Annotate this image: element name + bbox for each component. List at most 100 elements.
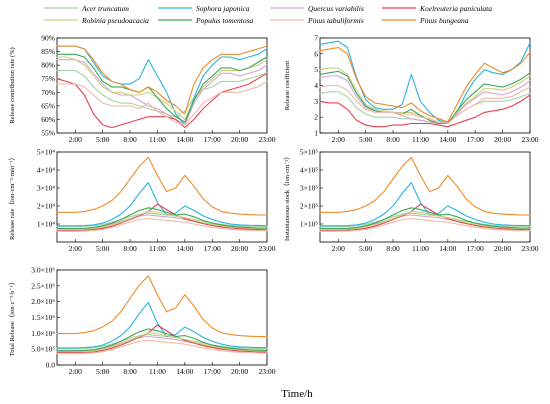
x-tick-label: 14:00: [176, 244, 193, 253]
y-tick-label: 1: [314, 129, 318, 138]
y-tick-label: 4×10⁴: [37, 166, 55, 175]
y-tick-label: 2: [314, 113, 318, 122]
y-tick-label: 60%: [41, 115, 55, 124]
x-tick-label: 8:00: [386, 135, 400, 144]
series-line-robinia-pseudoacacia: [56, 332, 268, 353]
series-line-pinus-tabuliformis: [56, 218, 268, 232]
legend-label: Populus tomentosa: [195, 16, 254, 25]
x-tick-label: 5:00: [359, 244, 373, 253]
legend-label: Quercus variabilis: [308, 4, 364, 13]
x-tick-label: 11:00: [149, 135, 166, 144]
x-tick-label: 17:00: [204, 244, 221, 253]
y-tick-label: 70%: [41, 88, 55, 97]
x-tick-label: 23:00: [258, 367, 275, 376]
y-tick-label: 1.5×10⁶: [31, 313, 55, 322]
legend-item-pinus-tabuliformis: Pinus tabuliformis: [270, 16, 364, 25]
x-tick-label: 11:00: [149, 244, 166, 253]
plot-frame: [319, 151, 531, 243]
series-line-quercus-variabilis: [56, 59, 268, 126]
legend-item-populus-tomentosa: Populus tomentosa: [158, 16, 254, 25]
y-axis-label: Release rate（ion·cm⁻²·min⁻¹）: [8, 154, 16, 240]
y-tick-label: 3×10⁴: [37, 184, 55, 193]
y-tick-label: 1.0×10⁶: [31, 329, 55, 338]
series-line-robinia-pseudoacacia: [56, 210, 268, 230]
plot-frame: [56, 151, 268, 243]
chart-release-rate: 1×10⁴ 2×10⁴ 3×10⁴ 4×10⁴ 5×10⁴ 2:00 5:00 8:00 11:…: [8, 148, 276, 254]
y-tick-label: 1×10⁵: [300, 220, 318, 229]
legend-item-sophora-japonica: Sophora japonica: [158, 4, 250, 13]
series-line-populus-tomentosa: [56, 207, 268, 230]
legend-label: Koelreuteria paniculata: [419, 4, 492, 13]
y-tick-label: 5×10⁵: [300, 148, 318, 157]
x-tick-label: 5:00: [96, 367, 110, 376]
series-line-pinus-tabuliformis: [56, 339, 268, 355]
legend-label: Robinia pseudoacacia: [81, 16, 149, 25]
plot-frame: [56, 37, 268, 134]
x-tick-label: 11:00: [412, 135, 429, 144]
series-line-populus-tomentosa: [319, 70, 531, 125]
legend-item-pinus-bungeana: Pinus bungeana: [382, 16, 469, 25]
y-tick-label: 3×10⁵: [300, 184, 318, 193]
x-tick-label: 20:00: [231, 135, 248, 144]
legend-label: Pinus tabuliformis: [307, 16, 364, 25]
x-tick-label: 8:00: [123, 367, 137, 376]
legend-item-koelreuteria-paniculata: Koelreuteria paniculata: [382, 4, 492, 13]
x-tick-label: 20:00: [231, 244, 248, 253]
series-line-acer-truncatum: [56, 70, 268, 118]
y-tick-label: 55%: [41, 129, 55, 138]
series-line-koelreuteria-paniculata: [319, 94, 531, 128]
y-tick-label: 4×10⁵: [300, 166, 318, 175]
series-line-sophora-japonica: [56, 301, 268, 349]
series-line-pinus-bungeana: [319, 156, 531, 216]
y-tick-label: 3: [314, 97, 318, 106]
y-tick-label: 4: [314, 81, 318, 90]
series-line-sophora-japonica: [56, 45, 268, 126]
x-tick-label: 2:00: [69, 244, 83, 253]
series-line-koelreuteria-paniculata: [56, 203, 268, 231]
y-axis-label: Release coefficient: [284, 61, 291, 111]
y-axis-label: Total Release（ion·c⁻²·h⁻¹）: [8, 279, 16, 357]
x-tick-label: 8:00: [123, 135, 137, 144]
x-tick-label: 20:00: [231, 367, 248, 376]
legend-item-quercus-variabilis: Quercus variabilis: [270, 4, 364, 13]
x-tick-label: 8:00: [386, 244, 400, 253]
series-line-acer-truncatum: [56, 212, 268, 228]
y-tick-label: 85%: [41, 47, 55, 56]
series-line-populus-tomentosa: [319, 207, 531, 230]
y-tick-label: 5.0×10⁵: [31, 345, 55, 354]
x-tick-label: 23:00: [521, 244, 538, 253]
y-tick-label: 5×10⁴: [37, 148, 55, 157]
y-tick-label: 0.0: [46, 361, 56, 370]
x-tick-label: 23:00: [258, 244, 275, 253]
x-tick-label: 11:00: [412, 244, 429, 253]
x-tick-label: 8:00: [123, 244, 137, 253]
series-line-pinus-bungeana: [56, 45, 268, 115]
series-line-acer-truncatum: [319, 212, 531, 228]
x-tick-label: 5:00: [96, 244, 110, 253]
series-line-sophora-japonica: [319, 40, 531, 125]
x-tick-label: 2:00: [332, 135, 346, 144]
x-tick-label: 11:00: [149, 367, 166, 376]
x-tick-label: 2:00: [69, 135, 83, 144]
legend-item-acer-truncatum: Acer truncatum: [44, 4, 129, 13]
y-tick-label: 7: [314, 34, 318, 43]
x-axis-title: Time/h: [281, 388, 313, 400]
series-line-populus-tomentosa: [56, 328, 268, 352]
chart-contribution-rate: 55% 60% 65% 70% 75% 80% 85% 90% 2:00 5:00 8:00 11:0…: [9, 34, 276, 145]
x-tick-label: 17:00: [204, 367, 221, 376]
x-tick-label: 14:00: [176, 367, 193, 376]
legend-label: Sophora japonica: [196, 4, 250, 13]
y-tick-label: 2.5×10⁶: [31, 281, 55, 290]
y-tick-label: 6: [314, 49, 318, 58]
chart-release-coefficient: 1 2 3 4 5 6 7 2:00 5:00 8:00 11:00 14:00 17:00 20:00 2…: [284, 34, 539, 145]
x-tick-label: 14:00: [439, 135, 456, 144]
legend-item-robinia-pseudoacacia: Robinia pseudoacacia: [44, 16, 149, 25]
y-axis-label: Release contribution rate (%): [9, 47, 16, 123]
series-line-pinus-bungeana: [56, 275, 268, 338]
series-line-koelreuteria-paniculata: [56, 324, 268, 354]
y-tick-label: 80%: [41, 61, 55, 70]
y-tick-label: 75%: [41, 74, 55, 83]
series-line-robinia-pseudoacacia: [319, 67, 531, 125]
series-line-koelreuteria-paniculata: [56, 72, 268, 129]
